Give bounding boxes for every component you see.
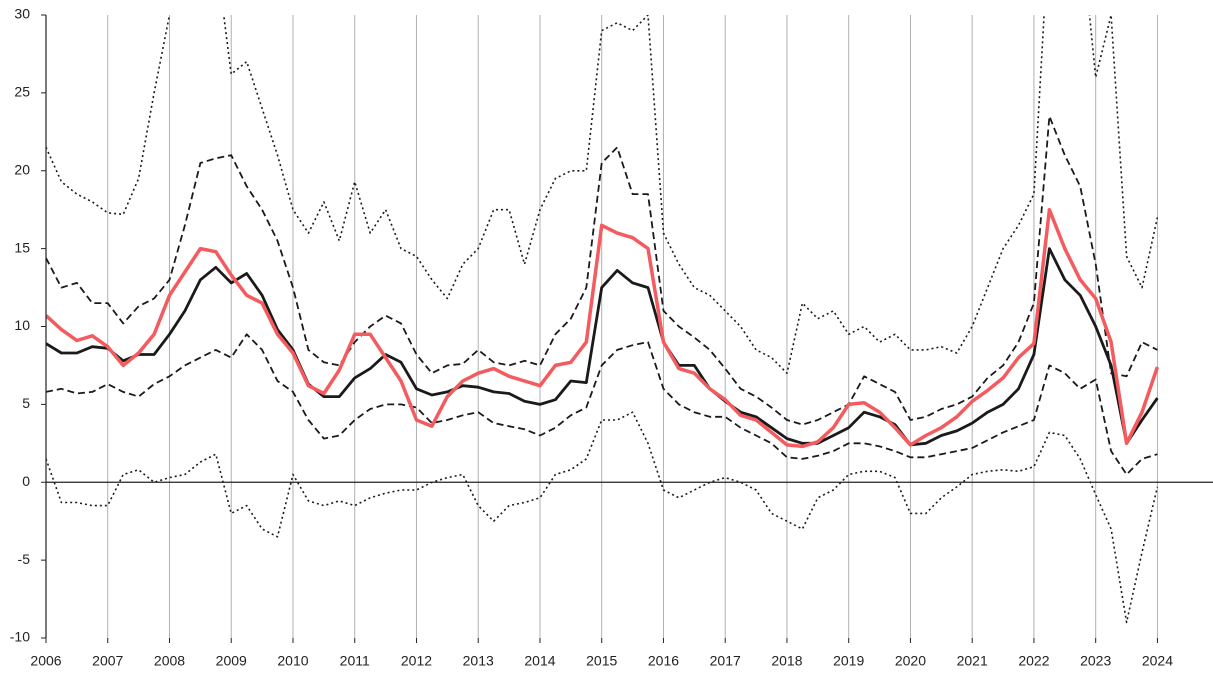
- x-tick-label: 2014: [524, 653, 555, 669]
- x-tick-label: 2010: [277, 653, 308, 669]
- x-tick-label: 2024: [1142, 653, 1173, 669]
- x-tick-label: 2022: [1018, 653, 1049, 669]
- series-line: [46, 207, 1160, 449]
- x-tick-label: 2009: [216, 653, 247, 669]
- plot-area: [46, 15, 1160, 624]
- x-tick-label: 2012: [401, 653, 432, 669]
- y-tick-label: 15: [14, 239, 30, 255]
- x-tick-label: 2018: [771, 653, 802, 669]
- x-tick-label: 2021: [957, 653, 988, 669]
- x-tick-label: 2020: [895, 653, 926, 669]
- y-tick-label: 25: [14, 84, 30, 100]
- series-line: [46, 115, 1158, 426]
- y-tick-label: 5: [22, 395, 30, 411]
- y-tick-label: 20: [14, 161, 30, 177]
- grid: [45, 15, 1158, 638]
- x-tick-label: 2015: [586, 653, 617, 669]
- y-tick-label: -10: [10, 629, 30, 645]
- x-tick-label: 2017: [710, 653, 741, 669]
- series-line: [46, 247, 1159, 447]
- axes: 2006 2007 2008 2009 2010 2011 2012 2013 2014 2015…: [10, 6, 1213, 669]
- series-line: [46, 333, 1158, 476]
- x-tick-label: 2013: [463, 653, 494, 669]
- x-tick-label: 2019: [833, 653, 864, 669]
- y-tick-label: -5: [18, 551, 31, 567]
- x-tick-label: 2016: [648, 653, 679, 669]
- y-tick-label: 10: [14, 317, 30, 333]
- x-tick-label: 2006: [30, 653, 61, 669]
- y-tick-label: 30: [14, 6, 30, 22]
- x-tick-label: 2011: [340, 653, 370, 669]
- x-tick-label: 2023: [1080, 653, 1111, 669]
- x-tick-label: 2008: [154, 653, 185, 669]
- y-tick-label: 0: [22, 473, 30, 489]
- series-line: [46, 411, 1159, 624]
- x-tick-label: 2007: [92, 653, 123, 669]
